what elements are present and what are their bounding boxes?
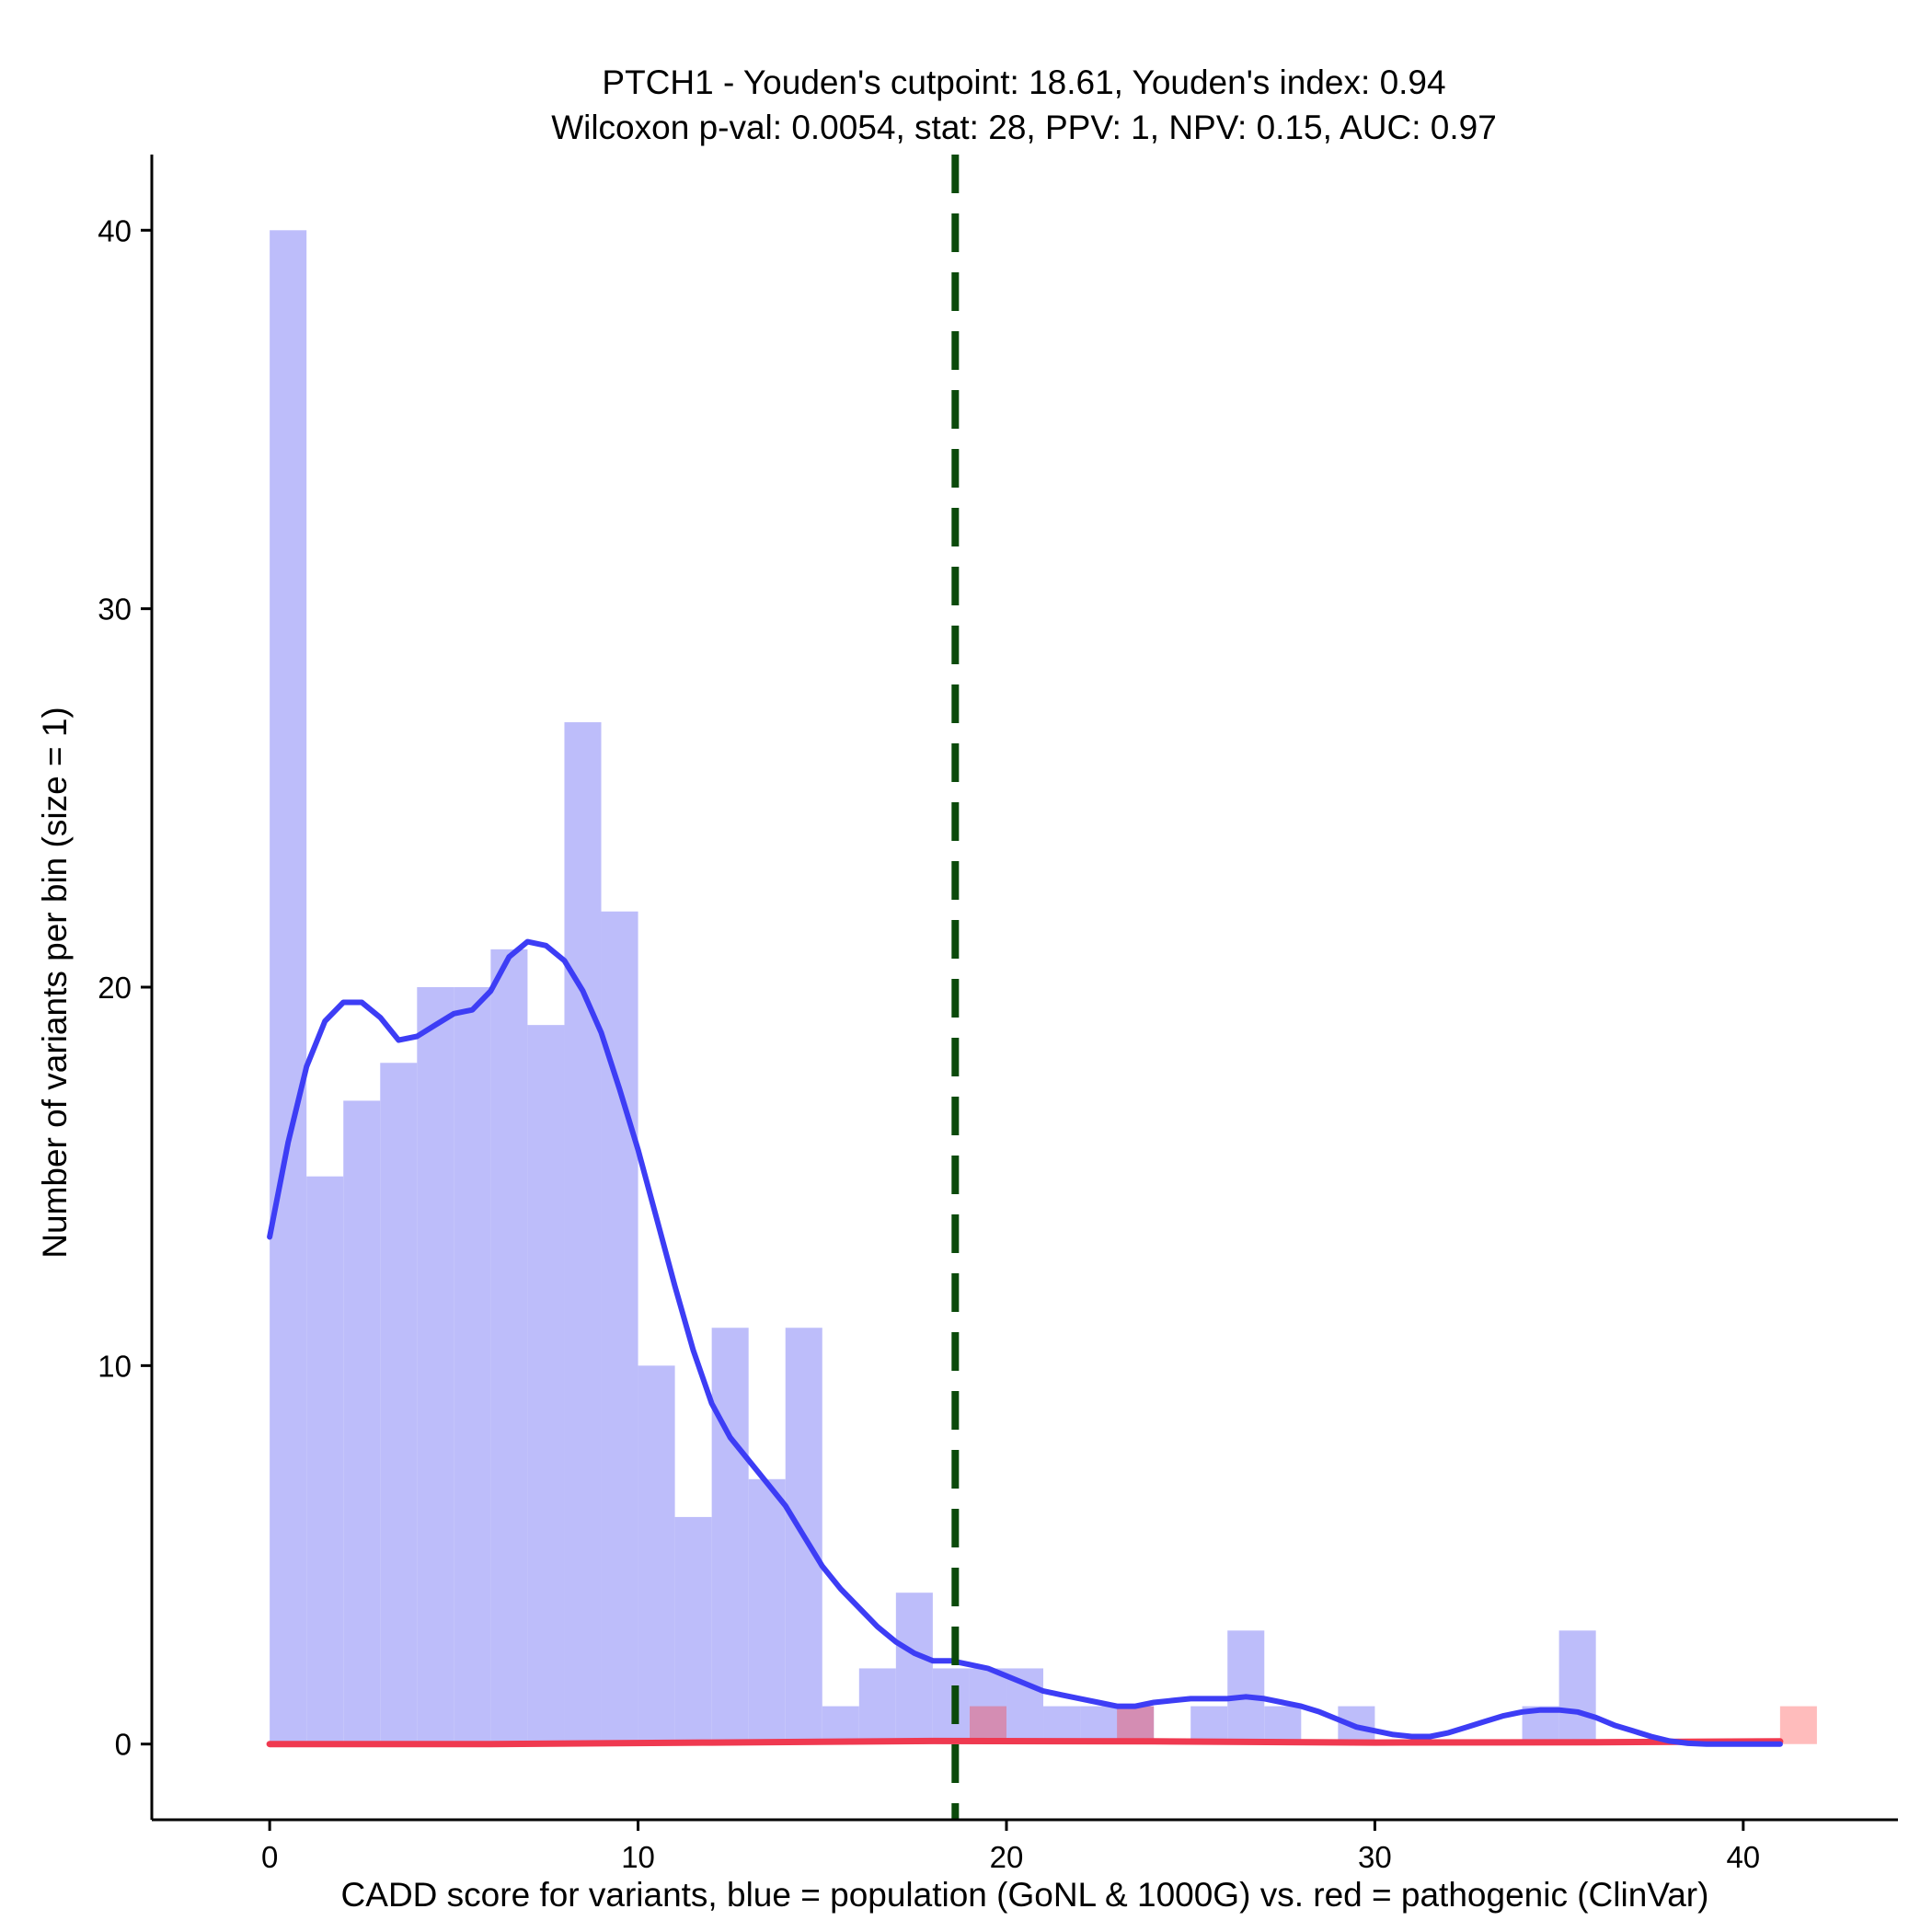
population-bar <box>1227 1630 1265 1744</box>
y-axis-label: Number of variants per bin (size = 1) <box>36 707 74 1258</box>
y-tick-label: 30 <box>98 592 132 627</box>
x-axis-ticks: 0 10 20 30 40 <box>261 1820 1760 1874</box>
population-bar <box>748 1478 786 1744</box>
population-bar <box>1558 1630 1596 1744</box>
population-bar <box>601 911 638 1744</box>
population-bar <box>858 1668 896 1744</box>
x-tick-label: 10 <box>621 1840 655 1874</box>
x-tick-label: 20 <box>990 1840 1024 1874</box>
population-bar <box>1043 1706 1081 1744</box>
x-tick-label: 40 <box>1726 1840 1760 1874</box>
population-bar <box>454 987 491 1744</box>
y-tick-label: 20 <box>98 971 132 1005</box>
population-bar <box>1190 1706 1228 1744</box>
population-bar <box>380 1063 418 1744</box>
population-bar <box>822 1706 859 1744</box>
population-bar <box>1264 1706 1302 1744</box>
pathogenic-density-curve <box>266 1737 1784 1748</box>
population-bar <box>895 1593 933 1744</box>
pathogenic-bar <box>1117 1706 1155 1744</box>
chart-title: PTCH1 - Youden's cutpoint: 18.61, Youden… <box>602 63 1445 101</box>
population-bars <box>270 230 1596 1744</box>
population-density-curve <box>267 938 1783 1747</box>
population-bar <box>711 1328 749 1744</box>
population-bar <box>343 1100 381 1744</box>
population-bar <box>932 1668 970 1744</box>
pathogenic-bar <box>1779 1706 1817 1744</box>
population-bar <box>1080 1706 1118 1744</box>
population-bar <box>564 722 602 1744</box>
x-tick-label: 30 <box>1358 1840 1392 1874</box>
population-bar <box>638 1365 675 1744</box>
y-axis-ticks: 0 10 20 30 40 <box>98 213 152 1762</box>
population-bar <box>270 230 307 1744</box>
population-bar <box>527 1025 565 1744</box>
x-axis-label: CADD score for variants, blue = populati… <box>341 1876 1709 1914</box>
y-tick-label: 40 <box>98 213 132 247</box>
pathogenic-bars <box>969 1706 1817 1744</box>
pathogenic-bar <box>969 1706 1006 1744</box>
chart-subtitle: Wilcoxon p-val: 0.0054, stat: 28, PPV: 1… <box>551 109 1497 146</box>
x-tick-label: 0 <box>261 1840 278 1874</box>
y-tick-label: 10 <box>98 1349 132 1383</box>
y-tick-label: 0 <box>115 1728 132 1762</box>
population-bar <box>417 987 454 1744</box>
population-bar <box>674 1516 712 1744</box>
population-bar <box>306 1176 344 1744</box>
population-bar <box>490 949 528 1744</box>
